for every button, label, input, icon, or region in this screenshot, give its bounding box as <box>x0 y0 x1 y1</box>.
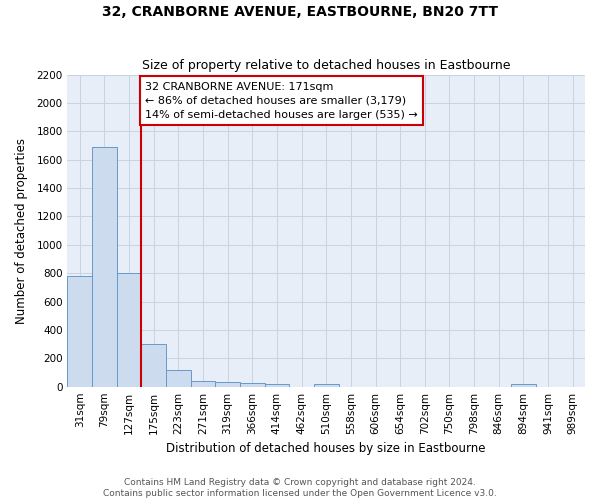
Bar <box>166 370 191 386</box>
X-axis label: Distribution of detached houses by size in Eastbourne: Distribution of detached houses by size … <box>166 442 486 455</box>
Bar <box>240 383 265 386</box>
Text: 32 CRANBORNE AVENUE: 171sqm
← 86% of detached houses are smaller (3,179)
14% of : 32 CRANBORNE AVENUE: 171sqm ← 86% of det… <box>145 82 418 120</box>
Bar <box>314 384 338 386</box>
Text: 32, CRANBORNE AVENUE, EASTBOURNE, BN20 7TT: 32, CRANBORNE AVENUE, EASTBOURNE, BN20 7… <box>102 5 498 19</box>
Title: Size of property relative to detached houses in Eastbourne: Size of property relative to detached ho… <box>142 59 511 72</box>
Y-axis label: Number of detached properties: Number of detached properties <box>15 138 28 324</box>
Bar <box>511 384 536 386</box>
Bar <box>191 381 215 386</box>
Bar <box>215 382 240 386</box>
Bar <box>142 344 166 387</box>
Bar <box>67 276 92 386</box>
Bar <box>265 384 289 386</box>
Bar <box>117 273 142 386</box>
Text: Contains HM Land Registry data © Crown copyright and database right 2024.
Contai: Contains HM Land Registry data © Crown c… <box>103 478 497 498</box>
Bar <box>92 147 117 386</box>
